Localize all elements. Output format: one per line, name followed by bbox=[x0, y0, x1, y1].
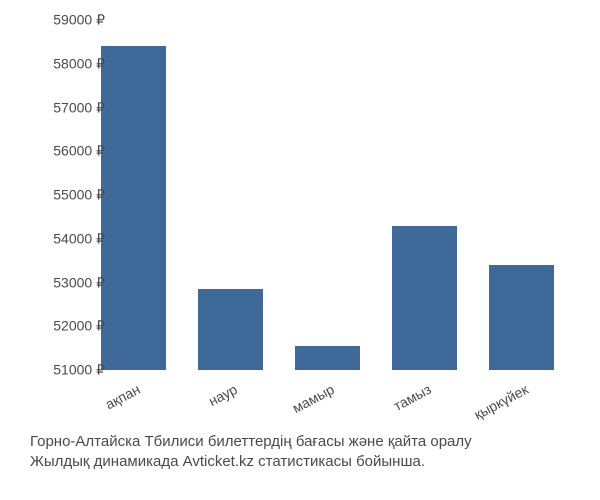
bar bbox=[101, 46, 167, 370]
caption-line-1: Горно-Алтайска Тбилиси билеттердің бағас… bbox=[30, 432, 472, 452]
y-tick-label: 51000 ₽ bbox=[25, 362, 105, 379]
y-tick-label: 53000 ₽ bbox=[25, 274, 105, 291]
chart-caption: Горно-Алтайска Тбилиси билеттердің бағас… bbox=[30, 432, 472, 473]
bar bbox=[198, 289, 264, 370]
x-tick-label: мамыр bbox=[254, 381, 337, 435]
y-tick-label: 58000 ₽ bbox=[25, 55, 105, 72]
x-tick-label: тамыз bbox=[351, 381, 434, 435]
bar bbox=[295, 346, 361, 370]
y-tick-label: 52000 ₽ bbox=[25, 318, 105, 335]
bar bbox=[392, 226, 458, 370]
y-tick-label: 57000 ₽ bbox=[25, 99, 105, 116]
bar bbox=[489, 265, 555, 370]
x-tick-label: қыркүйек bbox=[448, 381, 531, 435]
x-tick-label: ақпан bbox=[60, 381, 143, 435]
y-tick-label: 59000 ₽ bbox=[25, 12, 105, 29]
plot-area bbox=[85, 20, 570, 370]
y-tick-label: 55000 ₽ bbox=[25, 187, 105, 204]
price-bar-chart bbox=[85, 20, 570, 370]
x-tick-label: наур bbox=[157, 381, 240, 435]
y-tick-label: 54000 ₽ bbox=[25, 230, 105, 247]
caption-line-2: Жылдық динамикада Avticket.kz статистика… bbox=[30, 452, 472, 472]
y-tick-label: 56000 ₽ bbox=[25, 143, 105, 160]
